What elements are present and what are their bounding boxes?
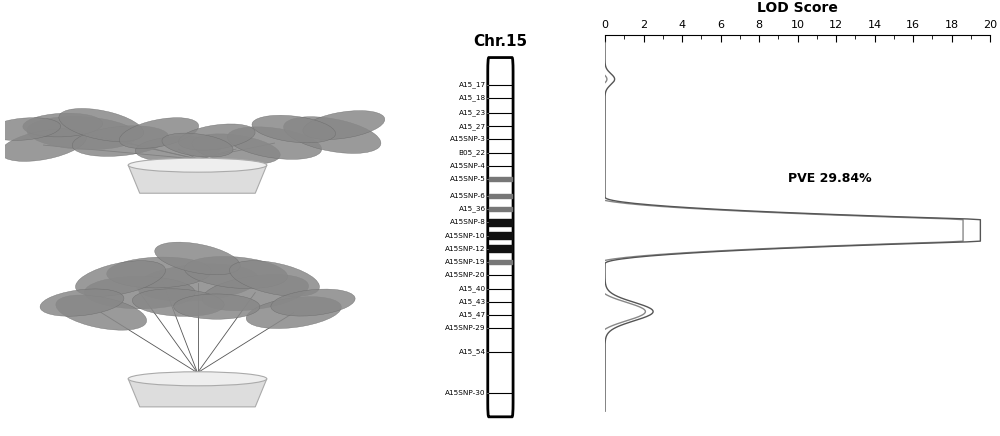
Ellipse shape [0, 118, 61, 140]
Text: A15SNP-4: A15SNP-4 [450, 163, 486, 169]
Text: A15SNP-6: A15SNP-6 [450, 193, 486, 199]
Ellipse shape [1, 129, 86, 161]
Text: A15SNP-19: A15SNP-19 [445, 259, 486, 265]
Text: Tifrunner: Tifrunner [17, 15, 80, 29]
Text: A15SNP-29: A15SNP-29 [445, 325, 486, 331]
Ellipse shape [132, 289, 224, 317]
Text: A15SNP-10: A15SNP-10 [445, 232, 486, 238]
Text: A15_17: A15_17 [459, 82, 486, 88]
Text: A15_23: A15_23 [459, 109, 486, 116]
Text: A15SNP-3: A15SNP-3 [450, 136, 486, 143]
Text: A15SNP-8: A15SNP-8 [450, 219, 486, 225]
Text: 伏花生: 伏花生 [17, 228, 42, 242]
Text: A15_54: A15_54 [459, 348, 486, 355]
Ellipse shape [135, 136, 221, 162]
Ellipse shape [192, 134, 280, 164]
Text: A15_43: A15_43 [459, 298, 486, 305]
Text: B05_22: B05_22 [459, 149, 486, 156]
Ellipse shape [84, 276, 195, 309]
Ellipse shape [128, 372, 267, 386]
Ellipse shape [137, 264, 258, 301]
Ellipse shape [75, 261, 166, 296]
Text: A15_27: A15_27 [459, 123, 486, 129]
Ellipse shape [128, 158, 267, 172]
Ellipse shape [174, 294, 260, 319]
Text: Chr.15: Chr.15 [473, 34, 527, 49]
Ellipse shape [56, 295, 147, 330]
Polygon shape [128, 165, 267, 193]
Ellipse shape [252, 115, 336, 143]
Ellipse shape [27, 116, 137, 150]
Ellipse shape [155, 242, 240, 275]
Text: A15_36: A15_36 [459, 206, 486, 212]
Ellipse shape [23, 113, 103, 137]
Ellipse shape [184, 256, 288, 289]
X-axis label: LOD Score: LOD Score [757, 1, 838, 15]
Ellipse shape [162, 133, 233, 157]
Text: A15SNP-30: A15SNP-30 [445, 390, 486, 396]
Text: A15_40: A15_40 [459, 285, 486, 292]
Polygon shape [128, 379, 267, 407]
FancyBboxPatch shape [488, 58, 513, 417]
Ellipse shape [227, 127, 322, 160]
Ellipse shape [40, 289, 124, 316]
Text: A15_47: A15_47 [459, 312, 486, 318]
Ellipse shape [119, 118, 199, 148]
Text: A15_18: A15_18 [459, 95, 486, 102]
Text: A15SNP-12: A15SNP-12 [445, 246, 486, 252]
Ellipse shape [246, 296, 341, 329]
Ellipse shape [284, 117, 381, 153]
Ellipse shape [178, 124, 255, 150]
Ellipse shape [202, 274, 309, 311]
Ellipse shape [72, 126, 169, 157]
Text: PVE 29.84%: PVE 29.84% [788, 172, 872, 185]
Ellipse shape [107, 257, 211, 288]
Ellipse shape [303, 111, 385, 140]
Ellipse shape [59, 109, 144, 142]
Ellipse shape [230, 261, 319, 296]
Text: A15SNP-20: A15SNP-20 [445, 272, 486, 278]
Text: A15SNP-5: A15SNP-5 [450, 176, 486, 182]
Ellipse shape [271, 289, 355, 316]
